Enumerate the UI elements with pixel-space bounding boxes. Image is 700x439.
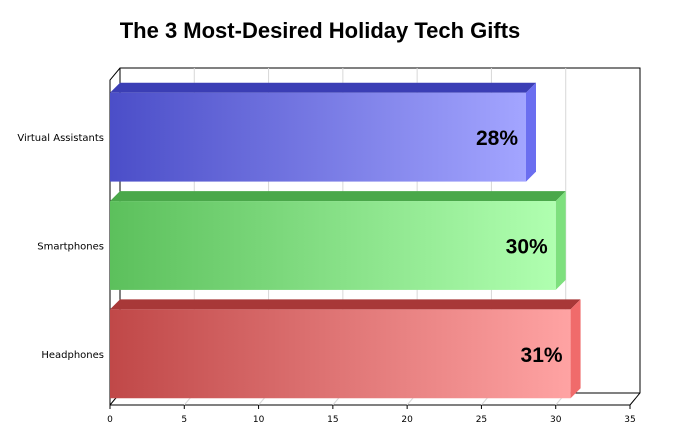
x-tick-label: 0 (107, 415, 113, 425)
bar-top-face (110, 82, 536, 93)
x-tick-label: 5 (181, 415, 187, 425)
x-tick-label: 25 (476, 415, 487, 425)
bar-top-face (110, 191, 566, 202)
chart-title: The 3 Most-Desired Holiday Tech Gifts (119, 18, 521, 43)
bar-side-face (555, 191, 566, 290)
bar (110, 201, 556, 290)
x-tick-label: 20 (401, 415, 413, 425)
x-tick-label: 15 (327, 415, 338, 425)
data-label: 30% (506, 236, 548, 259)
data-label: 31% (521, 344, 563, 367)
x-tick-label: 35 (624, 415, 635, 425)
category-label: Virtual Assistants (17, 133, 104, 144)
data-label: 28% (476, 127, 518, 150)
x-tick-label: 30 (550, 415, 562, 425)
bar-side-face (570, 299, 581, 399)
bar-top-face (110, 299, 581, 310)
category-label: Headphones (41, 350, 104, 361)
bar (110, 92, 526, 182)
bar (110, 309, 571, 399)
bar-side-face (526, 82, 536, 182)
category-label: Smartphones (37, 242, 104, 253)
x-tick-label: 10 (253, 415, 265, 425)
